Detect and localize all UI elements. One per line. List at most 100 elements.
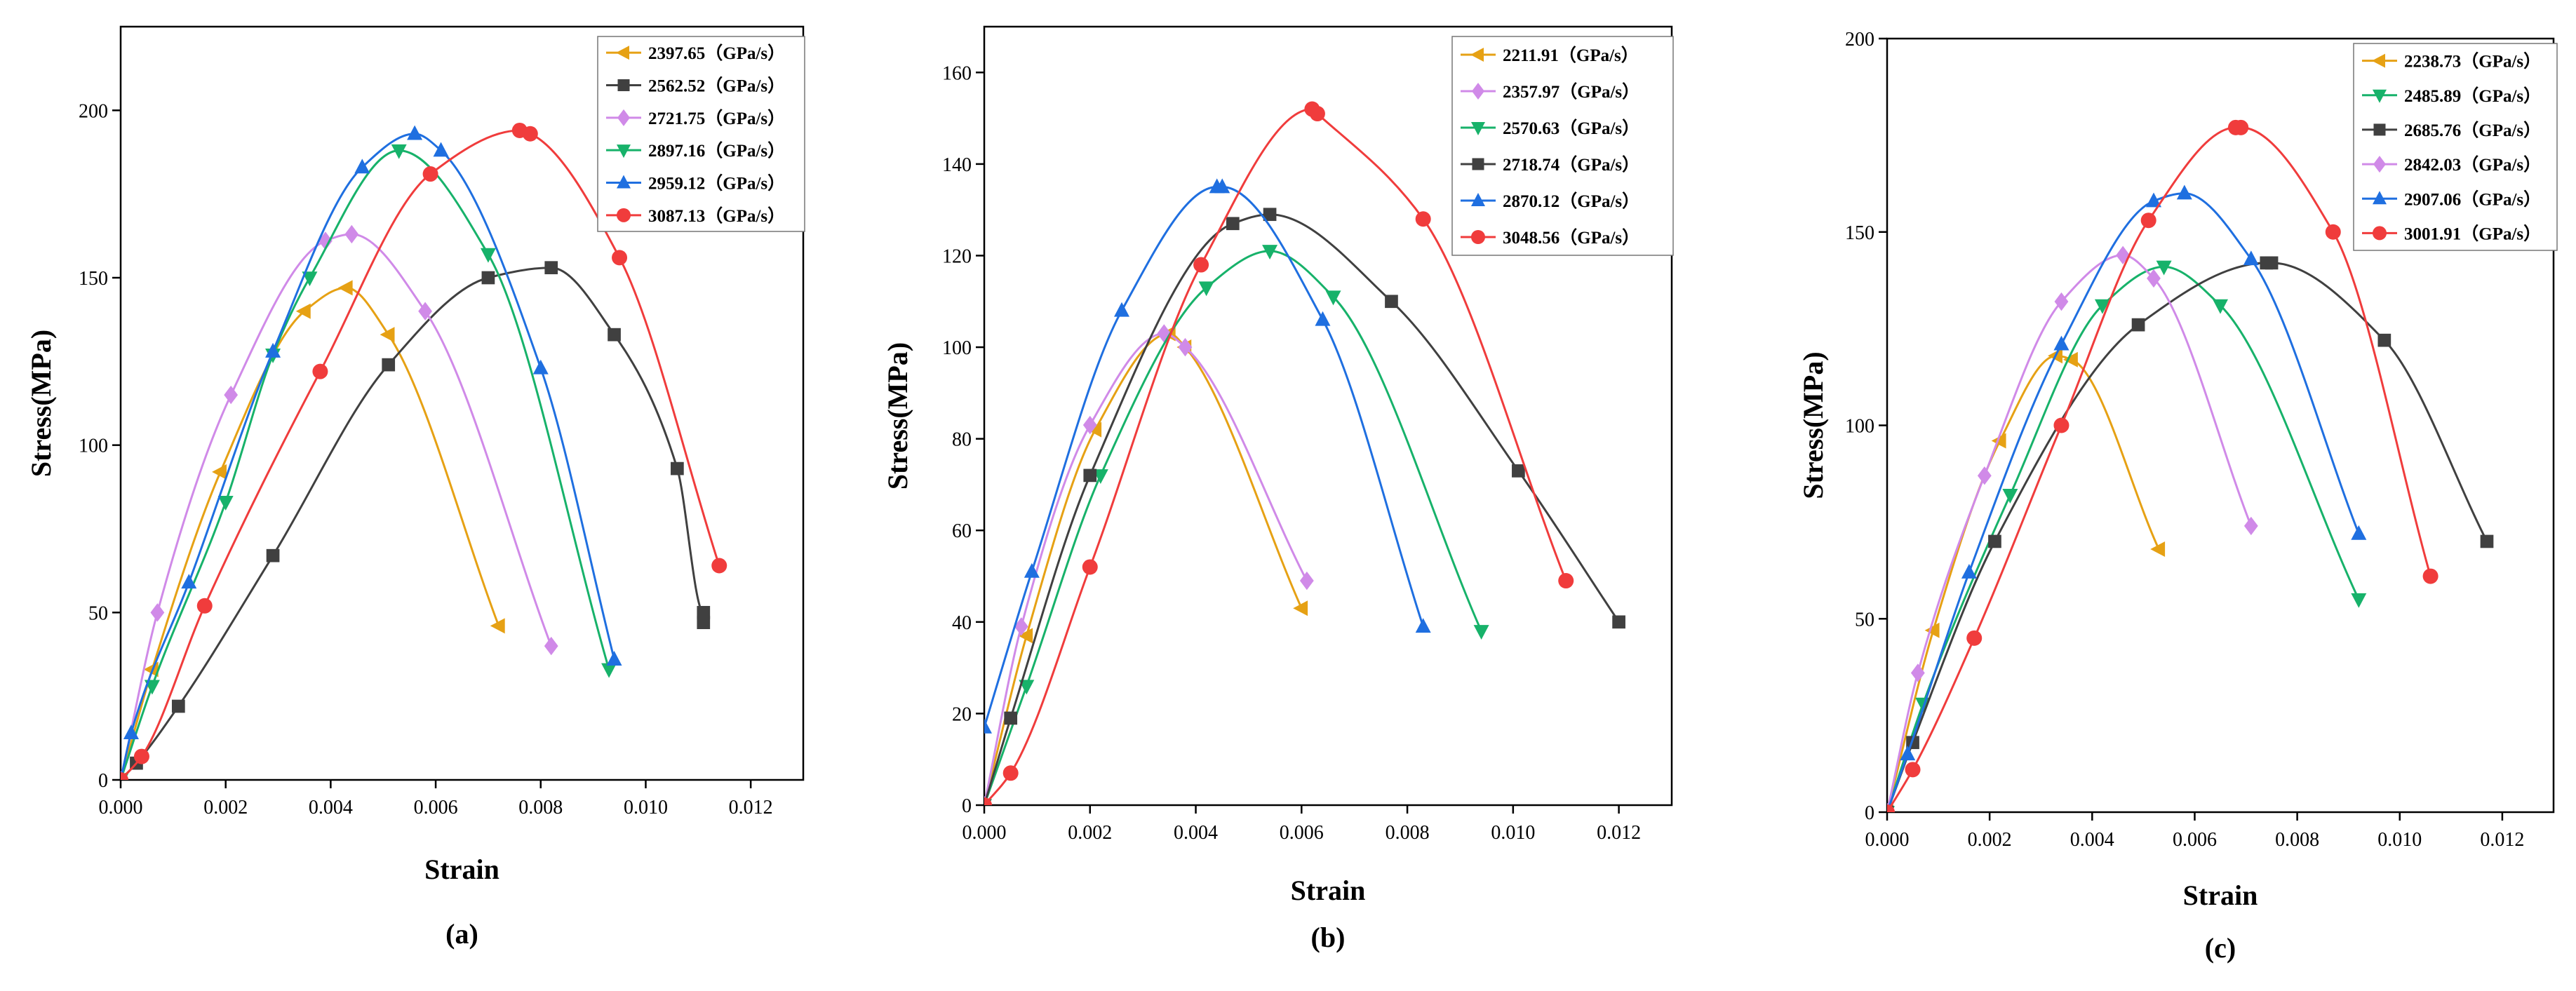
legend-marker (617, 175, 631, 189)
data-point (1024, 562, 1040, 578)
legend-marker (1470, 48, 1484, 62)
legend-marker (2373, 89, 2387, 103)
legend-marker (1472, 83, 1484, 100)
y-tick-label: 50 (1855, 609, 1874, 631)
x-tick-label: 0.002 (1068, 822, 1112, 844)
legend-label: 2721.75（GPa/s） (648, 108, 785, 128)
data-point (433, 142, 449, 157)
data-point (1293, 600, 1308, 616)
legend-marker (2373, 226, 2387, 241)
data-point (1262, 245, 1278, 260)
data-point (1193, 257, 1209, 273)
data-point (312, 363, 328, 379)
data-point (2351, 525, 2367, 540)
x-tick-label: 0.000 (1865, 829, 1910, 851)
x-axis-label: Strain (1291, 875, 1366, 906)
legend: 2211.91（GPa/s） 2357.97（GPa/s） 2570.63（GPa/… (1451, 36, 1674, 256)
series-line (984, 250, 1482, 805)
y-tick-label: 40 (952, 612, 972, 634)
data-point (1014, 617, 1028, 636)
series-6 (1887, 119, 2439, 812)
legend-label: 2485.89（GPa/s） (2404, 86, 2541, 106)
legend-marker (617, 208, 631, 222)
x-tick-label: 0.010 (1491, 822, 1535, 844)
data-point (217, 496, 234, 511)
panel-caption: (c) (2205, 932, 2236, 964)
series-line (1887, 254, 2253, 812)
data-point (1083, 468, 1097, 483)
legend-label: 2718.74（GPa/s） (1503, 154, 1639, 175)
plot-frame (119, 25, 805, 781)
legend-item: 2357.97（GPa/s） (1461, 81, 1639, 102)
data-point (1226, 217, 1240, 231)
data-point (1087, 422, 1102, 438)
y-tick-label: 140 (942, 154, 972, 176)
data-point (544, 636, 558, 656)
x-tick-label: 0.002 (203, 797, 248, 818)
series-line (121, 286, 500, 780)
legend-item: 2397.65（GPa/s） (606, 43, 785, 63)
data-point (601, 663, 617, 678)
series-line (121, 149, 610, 780)
legend-marker (1471, 230, 1485, 244)
x-tick-label: 0.012 (729, 797, 773, 818)
data-point (302, 271, 318, 287)
data-point (171, 699, 185, 713)
legend-item: 2211.91（GPa/s） (1461, 45, 1639, 65)
data-point (1315, 311, 1331, 326)
legend-label: 2685.76（GPa/s） (2404, 120, 2541, 140)
legend-item: 2570.63（GPa/s） (1461, 118, 1639, 138)
data-point (711, 558, 727, 574)
data-point (697, 616, 711, 630)
legend-item: 2685.76（GPa/s） (2362, 120, 2541, 140)
panel-caption: (b) (1311, 922, 1346, 953)
legend-item: 2238.73（GPa/s） (2362, 51, 2541, 72)
legend-marker (2372, 53, 2385, 68)
data-point (1178, 337, 1193, 357)
legend-label: 2959.12（GPa/s） (648, 173, 785, 194)
series-line (984, 332, 1308, 805)
panel-caption: (a) (445, 918, 478, 950)
data-point (984, 718, 992, 734)
data-point (1198, 281, 1214, 297)
data-point (1114, 302, 1129, 317)
y-tick-label: 100 (942, 337, 972, 359)
x-tick-label: 0.004 (2070, 829, 2114, 851)
y-tick-label: 150 (1845, 222, 1874, 244)
data-point (318, 231, 333, 250)
data-point (1263, 208, 1277, 222)
legend-item: 2897.16（GPa/s） (606, 140, 785, 161)
data-point (382, 358, 396, 372)
legend-label: 2211.91（GPa/s） (1503, 45, 1639, 65)
y-axis-label: Stress(MPa) (1797, 351, 1829, 499)
data-point (2116, 245, 2131, 265)
data-point (265, 342, 281, 358)
series-4 (984, 208, 1625, 805)
data-point (1082, 415, 1097, 435)
data-point (697, 605, 711, 619)
y-tick-label: 0 (98, 770, 108, 792)
series-1 (121, 280, 505, 780)
data-point (1004, 711, 1018, 725)
data-point (344, 224, 359, 244)
chart-panel-2: 0.000 0.002 0.004 0.006 0.008 0.010 0.012 0 20 40… (882, 25, 1674, 953)
series-line (1887, 192, 2360, 812)
y-tick-label: 80 (952, 429, 972, 451)
data-point (1966, 630, 1983, 646)
series-4 (1887, 245, 2258, 812)
y-tick-label: 200 (79, 100, 108, 122)
y-tick-label: 150 (79, 268, 108, 290)
data-point (123, 724, 139, 739)
series-1 (984, 325, 1308, 805)
legend: 2397.65（GPa/s） 2562.52（GPa/s） 2721.75（GPa/… (597, 36, 805, 232)
data-point (490, 618, 505, 634)
data-point (1473, 625, 1489, 640)
legend-item: 3048.56（GPa/s） (1461, 227, 1639, 248)
data-point (2243, 250, 2259, 266)
x-tick-label: 0.012 (2480, 829, 2524, 851)
data-point (1018, 628, 1033, 644)
data-point (1019, 680, 1035, 695)
series-2 (121, 261, 711, 780)
x-tick-label: 0.006 (1280, 822, 1324, 844)
